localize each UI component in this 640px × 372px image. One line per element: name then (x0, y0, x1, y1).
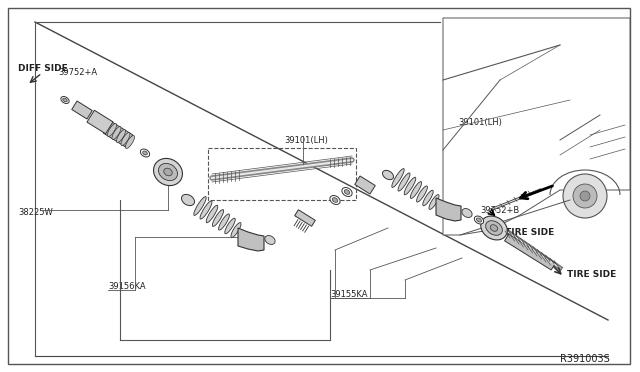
Ellipse shape (429, 195, 439, 209)
Ellipse shape (486, 221, 502, 235)
Ellipse shape (112, 126, 121, 140)
Ellipse shape (477, 218, 481, 222)
Ellipse shape (344, 190, 349, 194)
Ellipse shape (182, 194, 195, 206)
Ellipse shape (143, 151, 147, 155)
Text: 38225W: 38225W (18, 208, 52, 217)
Circle shape (573, 184, 597, 208)
Polygon shape (87, 110, 113, 134)
Ellipse shape (410, 182, 422, 198)
Circle shape (580, 191, 590, 201)
Ellipse shape (474, 216, 484, 224)
Ellipse shape (63, 98, 67, 102)
Ellipse shape (462, 209, 472, 218)
Polygon shape (103, 121, 132, 147)
Ellipse shape (159, 163, 177, 181)
Ellipse shape (212, 209, 223, 227)
Ellipse shape (206, 205, 218, 223)
Ellipse shape (404, 177, 416, 195)
Polygon shape (436, 198, 461, 221)
Ellipse shape (392, 169, 404, 187)
Ellipse shape (330, 196, 340, 205)
Ellipse shape (423, 190, 433, 206)
Text: R391003S: R391003S (560, 354, 610, 364)
Ellipse shape (140, 149, 150, 157)
Ellipse shape (121, 132, 130, 145)
Ellipse shape (383, 170, 394, 180)
Text: TIRE SIDE: TIRE SIDE (505, 228, 554, 237)
Polygon shape (294, 210, 316, 226)
Text: 39101(LH): 39101(LH) (458, 118, 502, 127)
Text: 39752+B: 39752+B (480, 206, 519, 215)
Polygon shape (504, 234, 556, 270)
Ellipse shape (490, 225, 498, 231)
Circle shape (563, 174, 607, 218)
Ellipse shape (265, 235, 275, 244)
Ellipse shape (231, 222, 241, 237)
Ellipse shape (125, 135, 134, 148)
Ellipse shape (219, 214, 229, 230)
Ellipse shape (342, 187, 352, 196)
Ellipse shape (154, 158, 182, 186)
Ellipse shape (225, 218, 236, 234)
Text: 39155KA: 39155KA (330, 290, 367, 299)
Ellipse shape (194, 196, 206, 215)
Ellipse shape (481, 216, 508, 240)
Ellipse shape (398, 173, 410, 191)
Bar (208, 148, 356, 200)
Text: TIRE SIDE: TIRE SIDE (567, 270, 616, 279)
Ellipse shape (61, 96, 69, 103)
Ellipse shape (164, 168, 172, 176)
Ellipse shape (200, 201, 212, 219)
Text: 39101(LH): 39101(LH) (284, 136, 328, 145)
Text: DIFF SIDE: DIFF SIDE (18, 64, 68, 73)
Polygon shape (443, 18, 630, 235)
Text: 39156KA: 39156KA (108, 282, 146, 291)
Polygon shape (355, 176, 375, 194)
Text: 39752+A: 39752+A (58, 68, 97, 77)
Ellipse shape (108, 124, 116, 137)
Ellipse shape (116, 129, 125, 142)
Ellipse shape (417, 186, 428, 202)
Polygon shape (72, 101, 92, 119)
Polygon shape (238, 228, 264, 251)
Ellipse shape (332, 198, 338, 202)
